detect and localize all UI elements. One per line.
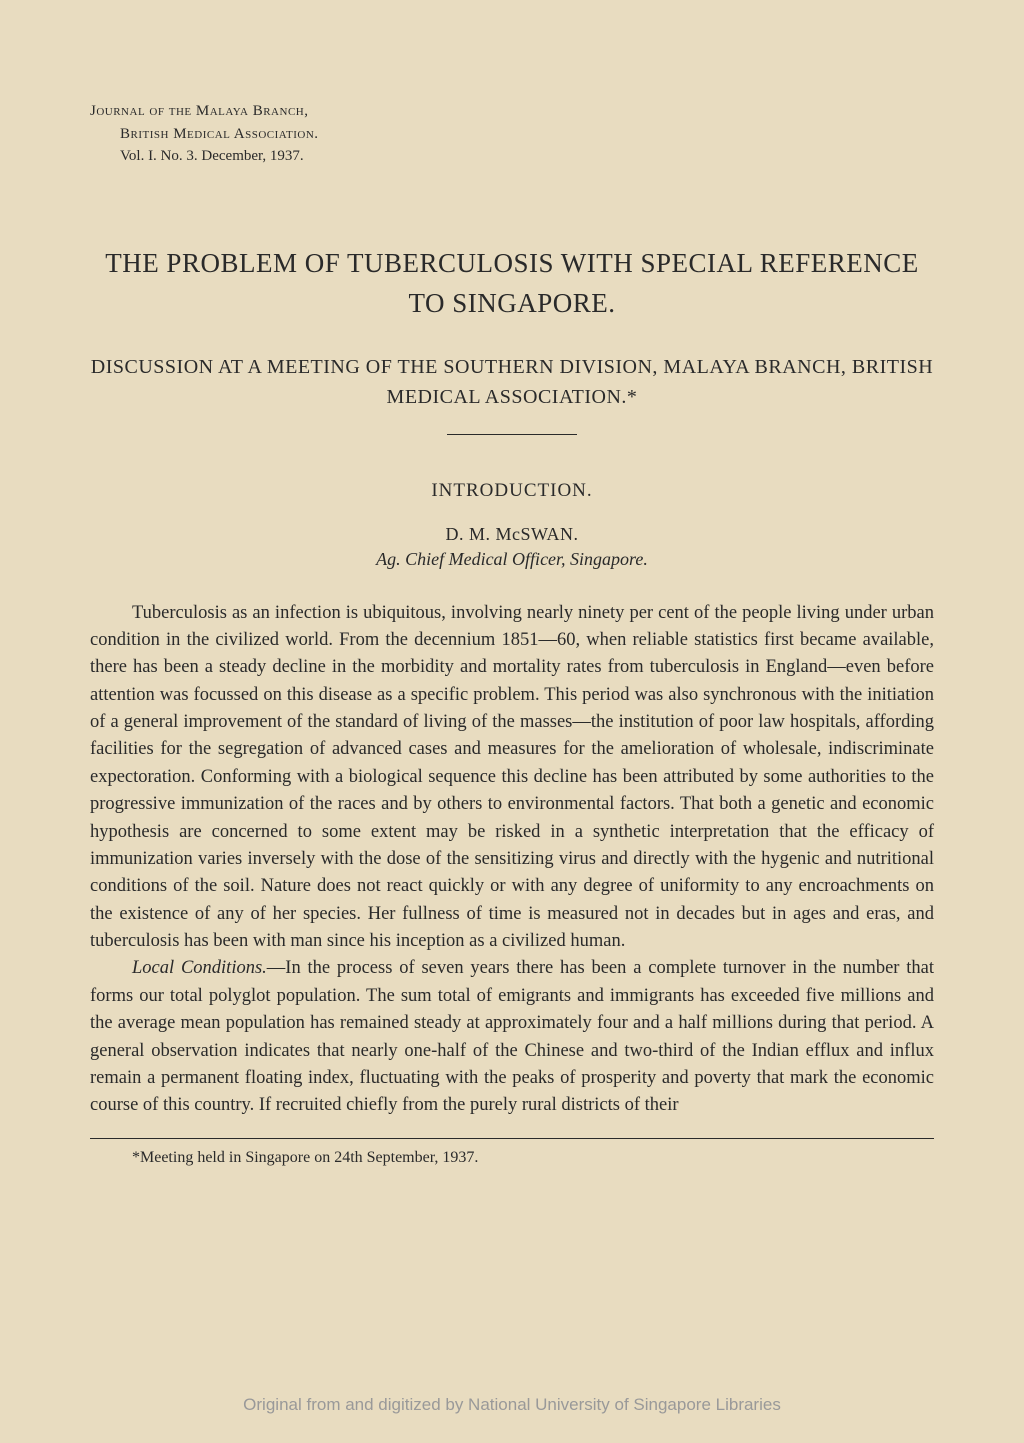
footnote-divider xyxy=(90,1138,934,1139)
journal-name-line2: British Medical Association. xyxy=(90,123,934,146)
paragraph-1: Tuberculosis as an infection is ubiquito… xyxy=(90,600,934,956)
title-divider xyxy=(447,434,577,435)
section-heading: INTRODUCTION. xyxy=(90,480,934,502)
author-name: D. M. McSWAN. xyxy=(90,524,934,545)
journal-issue-info: Vol. I. No. 3. December, 1937. xyxy=(90,145,934,168)
paragraph-2: Local Conditions.—In the process of seve… xyxy=(90,955,934,1119)
paragraph-1-text: Tuberculosis as an infection is ubiquito… xyxy=(90,603,934,952)
journal-header: Journal of the Malaya Branch, British Me… xyxy=(90,100,934,168)
journal-name-line1: Journal of the Malaya Branch, xyxy=(90,100,934,123)
author-title: Ag. Chief Medical Officer, Singapore. xyxy=(90,549,934,570)
footnote: *Meeting held in Singapore on 24th Septe… xyxy=(90,1149,934,1167)
article-title: THE PROBLEM OF TUBERCULOSIS WITH SPECIAL… xyxy=(90,243,934,324)
digitization-watermark: Original from and digitized by National … xyxy=(0,1395,1024,1415)
article-subtitle: DISCUSSION AT A MEETING OF THE SOUTHERN … xyxy=(90,352,934,412)
paragraph-2-label: Local Conditions. xyxy=(132,958,267,978)
paragraph-2-text: —In the process of seven years there has… xyxy=(90,958,934,1115)
